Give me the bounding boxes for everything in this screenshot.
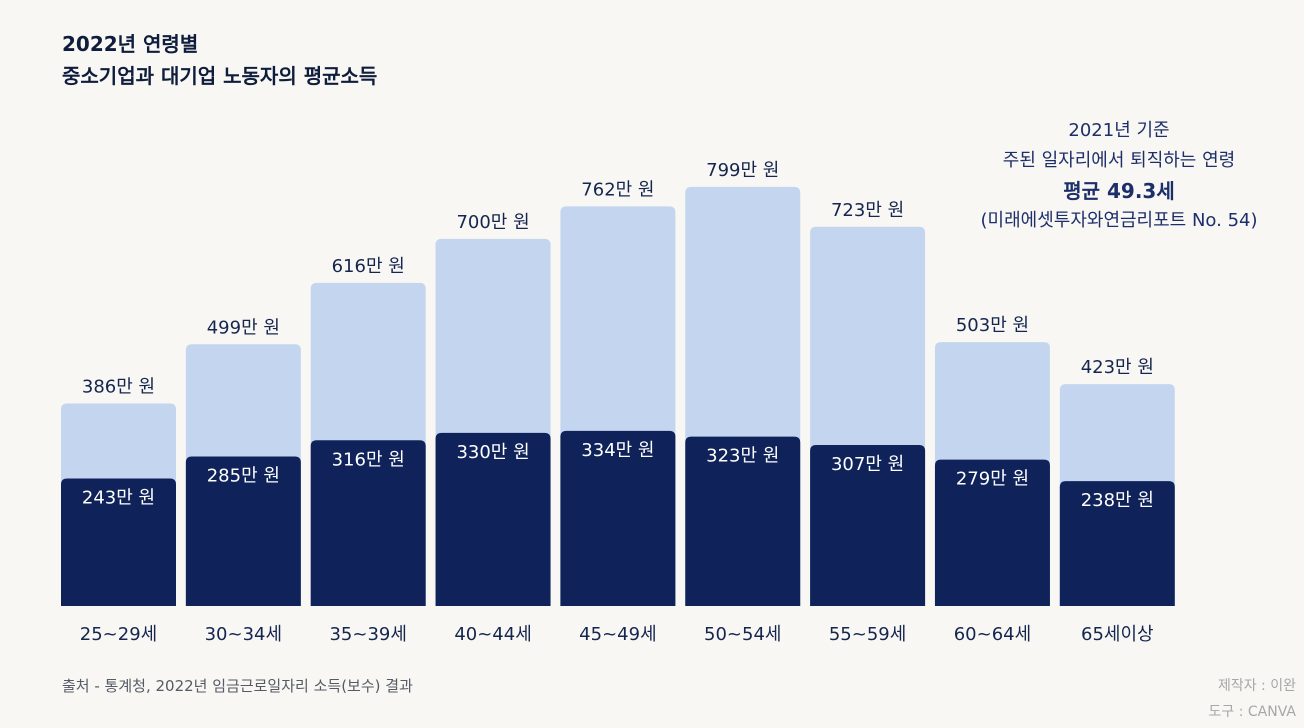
data-label-large: 503만 원 (956, 315, 1029, 336)
annotation-line-3: 평균 49.3세 (1063, 179, 1175, 203)
credit-maker: 제작자 : 이완 (1217, 678, 1296, 694)
x-tick-label: 25~29세 (80, 624, 157, 645)
source-note: 출처 - 통계청, 2022년 임금근로일자리 소득(보수) 결과 (62, 677, 413, 695)
data-label-large: 386만 원 (82, 377, 155, 398)
title-line-2: 중소기업과 대기업 노동자의 평균소득 (62, 64, 378, 88)
data-label-large: 700만 원 (456, 212, 529, 233)
x-tick-label: 60~64세 (954, 624, 1031, 645)
data-label-large: 616만 원 (332, 256, 405, 277)
data-label-small: 307만 원 (831, 454, 904, 475)
data-label-small: 279만 원 (956, 469, 1029, 490)
x-tick-label: 45~49세 (579, 624, 656, 645)
data-label-small: 330만 원 (456, 442, 529, 463)
annotation-line-1: 2021년 기준 (1068, 120, 1170, 141)
data-label-large: 799만 원 (706, 160, 779, 181)
annotation-line-2: 주된 일자리에서 퇴직하는 연령 (1002, 150, 1236, 171)
bar-small-company (810, 444, 926, 606)
credits: 제작자 : 이완 도구 : CANVA (1209, 673, 1296, 725)
bar-small-company (685, 436, 801, 606)
data-label-small: 285만 원 (207, 466, 280, 487)
annotation-line-4: (미래에셋투자와연금리포트 No. 54) (980, 210, 1258, 231)
data-label-small: 243만 원 (82, 488, 155, 509)
data-label-large: 499만 원 (207, 317, 280, 338)
x-tick-label: 35~39세 (329, 624, 406, 645)
x-tick-label: 55~59세 (829, 624, 906, 645)
chart-title: 2022년 연령별 중소기업과 대기업 노동자의 평균소득 (62, 28, 377, 92)
data-label-small: 334만 원 (581, 440, 654, 461)
bar-small-company (560, 430, 676, 606)
data-label-small: 316만 원 (332, 449, 405, 470)
data-label-small: 323만 원 (706, 446, 779, 467)
bar-small-company (435, 432, 551, 606)
credit-tool: 도구 : CANVA (1208, 704, 1296, 720)
x-tick-label: 50~54세 (704, 624, 781, 645)
x-tick-label: 65세이상 (1081, 624, 1154, 645)
x-tick-label: 30~34세 (205, 624, 282, 645)
bar-small-company (61, 478, 176, 606)
retirement-age-annotation: 2021년 기준 주된 일자리에서 퇴직하는 연령 평균 49.3세 (미래에셋… (960, 116, 1278, 236)
x-tick-label: 40~44세 (454, 624, 531, 645)
bar-small-company (1059, 481, 1175, 606)
bar-small-company (310, 440, 426, 606)
data-label-small: 238만 원 (1081, 490, 1154, 511)
title-line-1: 2022년 연령별 (62, 32, 199, 56)
data-label-large: 762만 원 (581, 179, 654, 200)
bar-small-company (934, 459, 1050, 606)
data-label-large: 423만 원 (1081, 357, 1154, 378)
data-label-large: 723만 원 (831, 200, 904, 221)
bar-small-company (185, 456, 301, 606)
